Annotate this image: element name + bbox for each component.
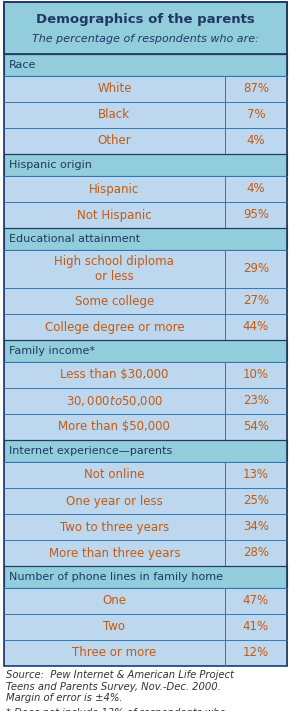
Bar xyxy=(4,462,287,488)
Text: One year or less: One year or less xyxy=(66,494,163,508)
Text: Source:  Pew Internet & American Life Project
Teens and Parents Survey, Nov.-Dec: Source: Pew Internet & American Life Pro… xyxy=(6,670,234,703)
Bar xyxy=(4,588,287,614)
Text: 34%: 34% xyxy=(243,520,269,533)
Text: Demographics of the parents: Demographics of the parents xyxy=(36,13,255,26)
Bar xyxy=(4,176,287,202)
Text: White: White xyxy=(97,82,132,95)
Text: College degree or more: College degree or more xyxy=(45,321,184,333)
Bar xyxy=(4,362,287,388)
Bar xyxy=(4,566,287,588)
Text: 41%: 41% xyxy=(243,621,269,634)
Text: Less than $30,000: Less than $30,000 xyxy=(60,368,168,382)
Text: * Does not include 13% of respondents who
answered “don’t know” or who refused t: * Does not include 13% of respondents wh… xyxy=(6,708,254,711)
Text: 4%: 4% xyxy=(246,134,265,147)
Text: Hispanic origin: Hispanic origin xyxy=(9,160,92,170)
Text: 12%: 12% xyxy=(243,646,269,660)
Text: Hispanic: Hispanic xyxy=(89,183,139,196)
Bar xyxy=(4,540,287,566)
Text: Some college: Some college xyxy=(75,294,154,307)
Bar xyxy=(4,388,287,414)
Bar xyxy=(4,640,287,666)
Text: 47%: 47% xyxy=(243,594,269,607)
Text: 4%: 4% xyxy=(246,183,265,196)
Text: Three or more: Three or more xyxy=(72,646,157,660)
Text: 29%: 29% xyxy=(243,262,269,275)
Bar xyxy=(4,228,287,250)
Bar xyxy=(4,314,287,340)
Bar xyxy=(4,102,287,128)
Text: 87%: 87% xyxy=(243,82,269,95)
Text: Family income*: Family income* xyxy=(9,346,95,356)
Text: Race: Race xyxy=(9,60,36,70)
Text: Two to three years: Two to three years xyxy=(60,520,169,533)
Bar xyxy=(4,514,287,540)
Bar xyxy=(4,340,287,362)
Bar xyxy=(4,54,287,76)
Text: More than $50,000: More than $50,000 xyxy=(58,420,170,434)
Text: 10%: 10% xyxy=(243,368,269,382)
Bar xyxy=(4,440,287,462)
Bar xyxy=(4,2,287,54)
Text: High school diploma
or less: High school diploma or less xyxy=(54,255,174,283)
Text: Not Hispanic: Not Hispanic xyxy=(77,208,152,222)
Bar xyxy=(4,414,287,440)
Bar xyxy=(4,614,287,640)
Text: Educational attainment: Educational attainment xyxy=(9,234,140,244)
Text: More than three years: More than three years xyxy=(49,547,180,560)
Text: 27%: 27% xyxy=(243,294,269,307)
Bar xyxy=(4,488,287,514)
Text: 25%: 25% xyxy=(243,494,269,508)
Text: 28%: 28% xyxy=(243,547,269,560)
Text: 7%: 7% xyxy=(246,109,265,122)
Text: Number of phone lines in family home: Number of phone lines in family home xyxy=(9,572,223,582)
Bar xyxy=(4,76,287,102)
Text: 95%: 95% xyxy=(243,208,269,222)
Bar xyxy=(4,250,287,288)
Bar xyxy=(4,202,287,228)
Bar xyxy=(4,288,287,314)
Text: $30,000 to $50,000: $30,000 to $50,000 xyxy=(66,394,163,408)
Text: Other: Other xyxy=(97,134,131,147)
Text: Two: Two xyxy=(103,621,125,634)
Bar xyxy=(4,128,287,154)
Text: The percentage of respondents who are:: The percentage of respondents who are: xyxy=(32,34,259,45)
Text: 23%: 23% xyxy=(243,395,269,407)
Bar xyxy=(4,154,287,176)
Text: 13%: 13% xyxy=(243,469,269,481)
Text: Not online: Not online xyxy=(84,469,145,481)
Text: 44%: 44% xyxy=(243,321,269,333)
Text: 54%: 54% xyxy=(243,420,269,434)
Text: Internet experience—parents: Internet experience—parents xyxy=(9,446,172,456)
Text: One: One xyxy=(102,594,126,607)
Text: Black: Black xyxy=(98,109,130,122)
